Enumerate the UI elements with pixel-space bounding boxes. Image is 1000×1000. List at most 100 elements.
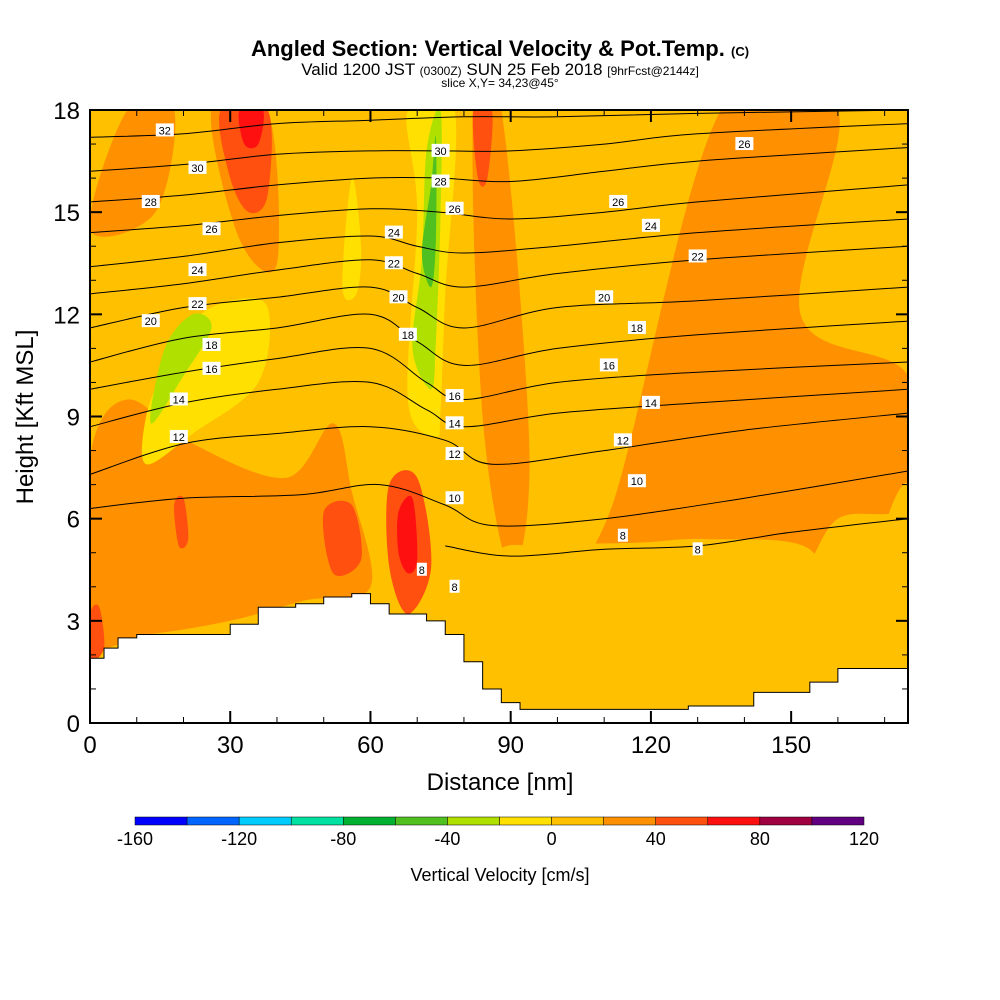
isotherm-label-bg (641, 218, 660, 232)
isotherm-label-text: 8 (452, 582, 458, 594)
isotherm-label-35: 8 (692, 542, 703, 556)
isotherm-label-text: 18 (205, 340, 217, 352)
x-tick-label: 60 (357, 732, 384, 759)
x-tick-label: 150 (771, 732, 811, 759)
colorbar-segment (603, 816, 656, 826)
isotherm-label-26: 24 (641, 218, 660, 233)
isotherm-32 (90, 110, 908, 138)
x-axis-label: Distance [nm] (427, 769, 574, 796)
velocity-region-9 (472, 110, 493, 187)
isotherm-label-25: 26 (609, 194, 628, 209)
velocity-region-3 (472, 110, 530, 571)
isotherm-label-2: 28 (141, 194, 160, 209)
isotherm-18 (90, 313, 908, 366)
isotherm-label-18: 16 (445, 389, 464, 403)
velocity-region-6 (472, 538, 823, 712)
isotherm-label-bg (398, 327, 417, 341)
colorbar-segment (238, 816, 292, 826)
isotherm-label-bg (735, 137, 754, 151)
isotherm-label-text: 16 (448, 391, 460, 403)
isotherm-label-text: 30 (434, 146, 446, 158)
isotherm-labels: 32 30 28 26 24 22 20 18 16 14 12 30 28 26 24 22 20 18 16 14… (141, 123, 754, 594)
colorbar-segment (290, 816, 344, 826)
isotherm-label-3: 26 (202, 222, 221, 236)
isotherm-label-bg (141, 314, 160, 328)
isotherm-label-8: 16 (202, 361, 221, 376)
isotherm-label-15: 22 (384, 256, 403, 270)
isotherm-label-text: 12 (617, 435, 629, 447)
isotherm-30 (90, 123, 908, 172)
y-axis-label: Height [Kft MSL] (12, 330, 39, 505)
isotherm-label-bg (188, 263, 207, 277)
x-tick-label: 120 (631, 732, 671, 759)
x-tick-label: 90 (497, 732, 524, 759)
velocity-region-12 (173, 495, 189, 549)
colorbar-segment (759, 816, 813, 826)
isotherm-label-10: 12 (169, 429, 188, 444)
isotherm-label-bg (617, 528, 628, 542)
isotherm-label-bg (595, 290, 614, 304)
isotherm-label-28: 20 (595, 290, 614, 304)
subtitle-valid: Valid 1200 JST (301, 60, 415, 79)
isotherm-label-text: 12 (173, 432, 185, 444)
isotherm-label-1: 30 (188, 160, 207, 175)
isotherm-label-text: 10 (631, 476, 643, 488)
isotherm-label-20: 12 (445, 446, 464, 461)
isotherm-label-19: 14 (445, 416, 464, 430)
isotherm-label-13: 26 (445, 201, 464, 216)
colorbar-tick-label: -40 (434, 829, 460, 849)
isotherm-label-text: 24 (645, 221, 657, 233)
velocity-region-16 (141, 298, 271, 465)
colorbar-label: Vertical Velocity [cm/s] (410, 865, 589, 885)
y-tick-label: 9 (67, 405, 80, 432)
isotherm-label-bg (445, 491, 464, 505)
isotherm-label-bg (389, 290, 408, 304)
y-tick-label: 12 (53, 302, 80, 329)
isotherm-label-bg (449, 579, 460, 593)
isotherm-label-7: 18 (202, 337, 221, 352)
isotherm-14 (90, 380, 908, 428)
isotherm-label-text: 8 (620, 531, 626, 543)
isotherm-label-text: 14 (173, 394, 185, 406)
isotherm-lines (90, 110, 908, 557)
colorbar: -160 -120 -80 -40 0 40 80 120 (117, 816, 879, 849)
isotherm-label-5: 22 (188, 297, 207, 311)
terrain (90, 593, 908, 723)
isotherm-20 (90, 286, 908, 329)
isotherm-label-4: 24 (188, 263, 207, 277)
isotherm-label-bg (609, 194, 628, 208)
velocity-region-14 (238, 110, 264, 149)
isotherm-label-text: 24 (388, 228, 400, 240)
isotherm-label-30: 16 (599, 358, 618, 372)
axes: 0 30 60 90 120 150 0 3 6 9 12 15 18 (53, 98, 908, 759)
isotherm-label-24: 26 (735, 137, 754, 151)
isotherm-label-bg (188, 160, 207, 174)
isotherm-label-text: 16 (603, 360, 615, 372)
isotherm-label-text: 26 (612, 197, 624, 209)
y-tick-label: 15 (53, 200, 80, 227)
chart-title: Angled Section: Vertical Velocity & Pot.… (0, 36, 1000, 62)
colorbar-segment (655, 816, 709, 826)
colorbar-segment (395, 816, 448, 826)
velocity-region-19 (150, 313, 212, 424)
isotherm-label-bg (169, 429, 188, 443)
isotherm-label-17: 18 (398, 327, 417, 342)
isotherm-label-bg (627, 320, 646, 334)
isotherm-label-9: 14 (169, 392, 188, 406)
isotherm-8 (445, 518, 908, 557)
isotherm-label-text: 26 (205, 224, 217, 236)
isotherm-label-text: 30 (191, 163, 203, 175)
isotherm-label-text: 22 (692, 251, 704, 263)
title-suffix: (C) (731, 44, 750, 59)
isotherm-label-text: 20 (145, 316, 157, 328)
isotherm-label-text: 26 (738, 139, 750, 151)
isotherm-label-27: 22 (688, 249, 707, 263)
isotherm-label-6: 20 (141, 314, 160, 328)
x-tick-label: 30 (217, 732, 244, 759)
y-tick-label: 3 (67, 609, 80, 636)
isotherm-label-bg (445, 416, 464, 430)
isotherm-label-bg (416, 562, 427, 576)
isotherm-label-bg (688, 249, 707, 263)
colorbar-segment (499, 816, 552, 826)
isotherm-label-bg (202, 361, 221, 375)
